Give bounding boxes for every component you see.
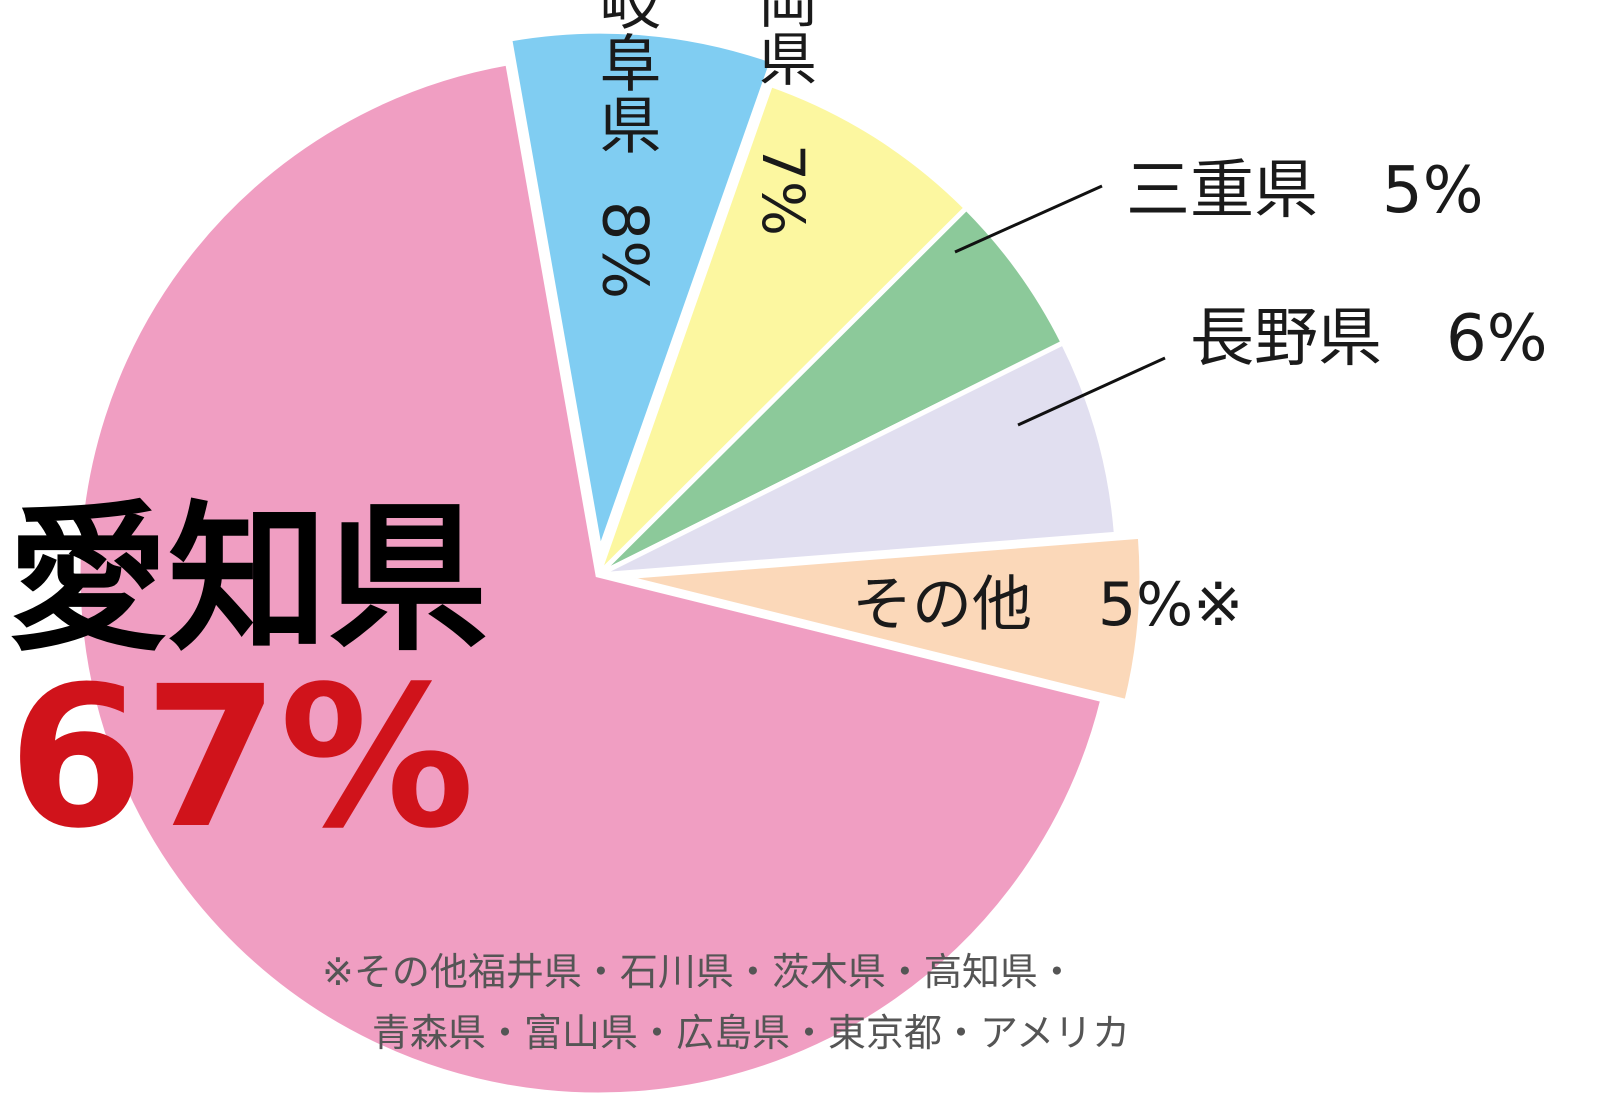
slice-aichi — [75, 59, 1106, 1098]
label-aichi: 愛知県 — [8, 486, 488, 673]
label-other: その他 — [852, 570, 1032, 640]
leader-lines — [954, 184, 1166, 427]
label-gifu: 岐阜県 — [589, 0, 662, 155]
label-mie: 三重県 — [1126, 154, 1318, 228]
leader-line-mie — [954, 184, 1103, 254]
footnote-line-2: 青森県・富山県・広島県・東京都・アメリカ — [372, 1011, 1130, 1055]
slice-other — [621, 533, 1145, 705]
slice-nagano — [596, 339, 1120, 578]
value-mie: 5% — [1382, 154, 1484, 228]
slice-shizuoka — [595, 81, 970, 577]
value-other: 5%※ — [1098, 570, 1243, 640]
slice-gifu — [506, 28, 776, 561]
value-aichi: 67% — [8, 644, 475, 871]
value-gifu: 8% — [589, 201, 662, 299]
label-shizuoka: 静岡県 — [749, 0, 817, 87]
footnote-line-1: ※その他福井県・石川県・茨木県・高知県・ — [322, 950, 1076, 994]
value-nagano: 6% — [1446, 302, 1548, 376]
leader-line-nagano — [1017, 356, 1166, 427]
slice-mie — [596, 204, 1067, 578]
pie-slices — [75, 28, 1145, 1098]
label-nagano: 長野県 — [1190, 302, 1382, 376]
value-shizuoka: 7% — [749, 144, 817, 236]
